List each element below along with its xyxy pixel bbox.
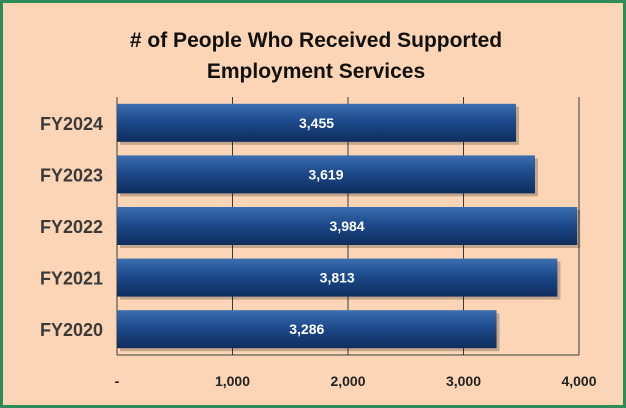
data-label: 3,619 [308, 166, 343, 182]
x-tick-label: 2,000 [330, 373, 365, 389]
category-label: FY2021 [40, 269, 103, 289]
category-label: FY2024 [40, 114, 103, 134]
x-tick-label: - [115, 373, 120, 389]
bar-fy2023 [117, 155, 535, 194]
data-label: 3,813 [320, 270, 355, 286]
bar-fy2020 [117, 310, 497, 349]
category-label: FY2023 [40, 165, 103, 185]
data-label: 3,286 [289, 321, 324, 337]
x-tick-label: 1,000 [215, 373, 250, 389]
data-label: 3,455 [299, 115, 334, 131]
chart-title-line-2: Employment Services [206, 60, 426, 83]
category-label: FY2020 [40, 320, 103, 340]
x-tick-label: 4,000 [561, 373, 596, 389]
bar-fy2022 [117, 207, 578, 245]
bar-fy2024 [117, 103, 517, 142]
x-tick-label: 3,000 [446, 373, 481, 389]
category-label: FY2022 [40, 217, 103, 237]
bar-fy2021 [117, 258, 558, 297]
chart-title-line-1: # of People Who Received Supported [129, 29, 503, 52]
chart-title: # of People Who Received Supported Emplo… [3, 25, 626, 87]
data-label: 3,984 [330, 218, 365, 234]
